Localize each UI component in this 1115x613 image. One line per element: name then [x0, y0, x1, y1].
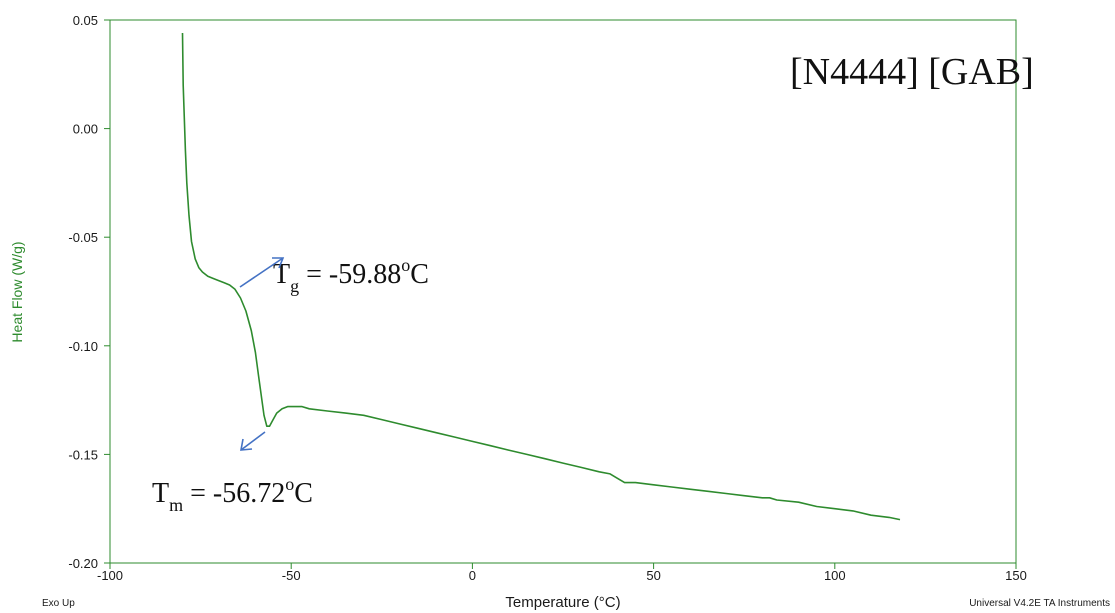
y-tick-label: -0.05	[68, 230, 98, 245]
x-axis-title: Temperature (°C)	[505, 594, 620, 611]
y-tick-label: -0.10	[68, 339, 98, 354]
sample-title: [N4444] [GAB]	[790, 51, 1034, 93]
y-axis-title: Heat Flow (W/g)	[9, 241, 25, 342]
plot-area	[109, 19, 1017, 564]
annotation-tg: Tg = -59.88oC	[273, 255, 429, 296]
tg-arrow	[239, 257, 285, 288]
x-tick-label: 100	[824, 568, 846, 583]
y-tick-label: 0.05	[73, 13, 98, 28]
series-layer	[181, 32, 901, 521]
annotation-tm: Tm = -56.72oC	[152, 474, 313, 515]
footer-exo-up: Exo Up	[42, 598, 75, 609]
axis-ticks: -100 -50 0 50 100 150 0.05 0.00 -0.05 -0.10 -0.15 -…	[68, 13, 1026, 583]
y-tick-label: -0.15	[68, 447, 98, 462]
x-tick-label: -50	[282, 568, 301, 583]
heat-flow-line	[181, 32, 901, 521]
x-tick-label: 0	[469, 568, 476, 583]
y-tick-label: -0.20	[68, 556, 98, 571]
x-tick-label: 50	[646, 568, 660, 583]
x-tick-label: -100	[97, 568, 123, 583]
y-tick-label: 0.00	[73, 122, 98, 137]
footer-instrument: Universal V4.2E TA Instruments	[969, 598, 1110, 609]
x-tick-label: 150	[1005, 568, 1027, 583]
tm-arrow	[240, 431, 266, 451]
